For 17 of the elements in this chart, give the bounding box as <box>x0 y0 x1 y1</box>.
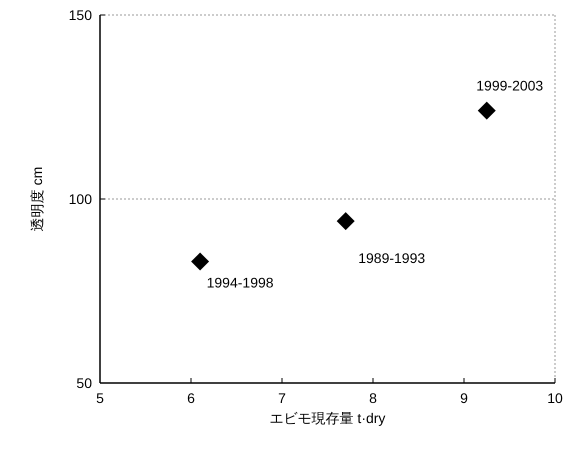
y-tick-label: 100 <box>68 191 92 207</box>
annotation: 1994-1998 <box>206 274 274 291</box>
x-axis-title: エビモ現存量 t·dry <box>270 410 386 426</box>
point <box>191 252 210 271</box>
annotation: 1989-1993 <box>358 250 426 266</box>
annotation: 1999-2003 <box>476 78 544 94</box>
x-tick-label: 10 <box>547 390 563 406</box>
x-tick-label: 8 <box>369 390 378 406</box>
x-tick-label: 9 <box>460 390 468 406</box>
y-axis-title: 透明度 cm <box>29 166 45 232</box>
x-tick-label: 5 <box>96 390 104 406</box>
y-tick-label: 150 <box>68 7 92 23</box>
x-tick-label: 7 <box>278 390 286 406</box>
x-tick-label: 6 <box>187 390 196 406</box>
point <box>478 102 496 120</box>
y-tick-label: 50 <box>76 375 92 391</box>
point <box>336 212 355 230</box>
